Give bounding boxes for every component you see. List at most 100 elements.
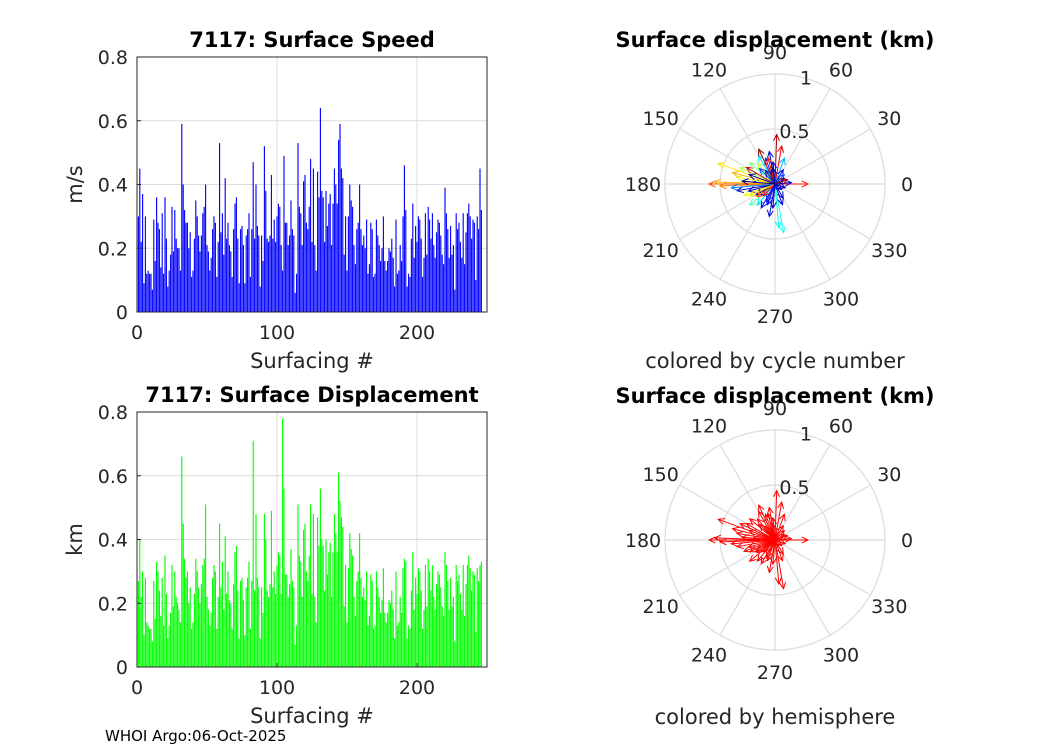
arrow-shaft [774, 183, 783, 191]
bar [263, 146, 265, 312]
bar [202, 565, 204, 667]
bar [315, 270, 317, 312]
bar [408, 273, 410, 312]
bar [469, 216, 471, 313]
bar [377, 587, 379, 667]
arrow-head [777, 533, 786, 541]
bar [298, 555, 300, 667]
arrow-shaft [742, 536, 776, 541]
bar [217, 241, 219, 313]
arrow-shaft [749, 539, 776, 553]
bar [319, 488, 321, 667]
bar [431, 213, 433, 312]
arrow-head [758, 523, 767, 532]
displacement-arrow [756, 183, 776, 198]
displacement-arrow [766, 539, 776, 559]
x-axis-label: Surfacing # [250, 349, 374, 373]
chart-title: 7117: Surface Speed [189, 28, 435, 52]
bar [450, 225, 452, 312]
bar [216, 628, 218, 667]
arrow-head [748, 518, 757, 526]
bar [296, 273, 298, 312]
bar [382, 568, 384, 667]
y-tick-label: 0.8 [98, 47, 128, 69]
bar [389, 251, 391, 312]
angle-tick-label: 330 [871, 596, 907, 618]
arrow-shaft [774, 501, 783, 541]
bar [245, 587, 247, 667]
arrow-head [735, 542, 744, 550]
bar [339, 501, 341, 667]
bar [153, 580, 155, 667]
arrow-head [749, 189, 758, 197]
displacement-panel: 0 0.2 0.4 0.6 0.8 0 100 200 7117: Surface Displa… [63, 383, 488, 728]
bar [364, 248, 366, 312]
arrow-head [749, 545, 758, 553]
bar [311, 593, 313, 667]
bar [381, 600, 383, 667]
bar [293, 235, 295, 312]
bar [182, 184, 184, 312]
displacement-arrow [749, 539, 776, 553]
angle-tick-label: 30 [877, 464, 901, 486]
arrow-head [784, 535, 793, 543]
bar [170, 612, 172, 667]
bar [270, 174, 272, 312]
bar [473, 574, 475, 667]
arrow-head [766, 506, 774, 515]
bar [412, 552, 414, 667]
displacement-arrow [748, 529, 776, 541]
bar [391, 238, 393, 312]
bar [235, 197, 237, 312]
bar [419, 219, 421, 312]
bar [142, 571, 144, 668]
bar [272, 238, 274, 312]
bar [433, 596, 435, 668]
bar [216, 276, 218, 312]
arrow-head [769, 557, 777, 566]
bar [251, 580, 253, 667]
bar [212, 229, 214, 313]
bar [199, 251, 201, 312]
bar [297, 504, 299, 667]
bar [230, 251, 232, 312]
bar [202, 213, 204, 312]
bar [203, 206, 205, 312]
bar [426, 254, 428, 313]
bar [241, 577, 243, 667]
bar [332, 203, 334, 313]
bar [329, 542, 331, 667]
arrow-head [780, 178, 789, 185]
bar [269, 235, 271, 312]
polar-caption: colored by cycle number [645, 349, 905, 373]
x-tick-label: 200 [399, 677, 435, 699]
bar [328, 203, 330, 313]
bar [189, 587, 191, 667]
x-axis-label: Surfacing # [250, 704, 374, 728]
bar [326, 225, 328, 312]
bar [409, 276, 411, 312]
arrow-head [766, 156, 773, 165]
bar [224, 536, 226, 667]
arrow-head [779, 581, 786, 590]
bar [352, 206, 354, 312]
bar [282, 418, 284, 668]
bar [368, 264, 370, 312]
bar [258, 587, 260, 667]
bar [196, 216, 198, 313]
angle-tick-label: 300 [823, 288, 859, 310]
arrow-head [740, 178, 749, 186]
bar [363, 587, 365, 667]
arrow-shaft [774, 539, 780, 584]
bar [328, 552, 330, 667]
bar [338, 139, 340, 313]
bar [220, 587, 222, 667]
bar [244, 283, 246, 312]
bar [165, 238, 167, 312]
bar [259, 286, 261, 312]
bar [347, 216, 349, 313]
bar [466, 565, 468, 667]
bar [385, 622, 387, 668]
bar [472, 571, 474, 668]
bar [248, 561, 250, 667]
